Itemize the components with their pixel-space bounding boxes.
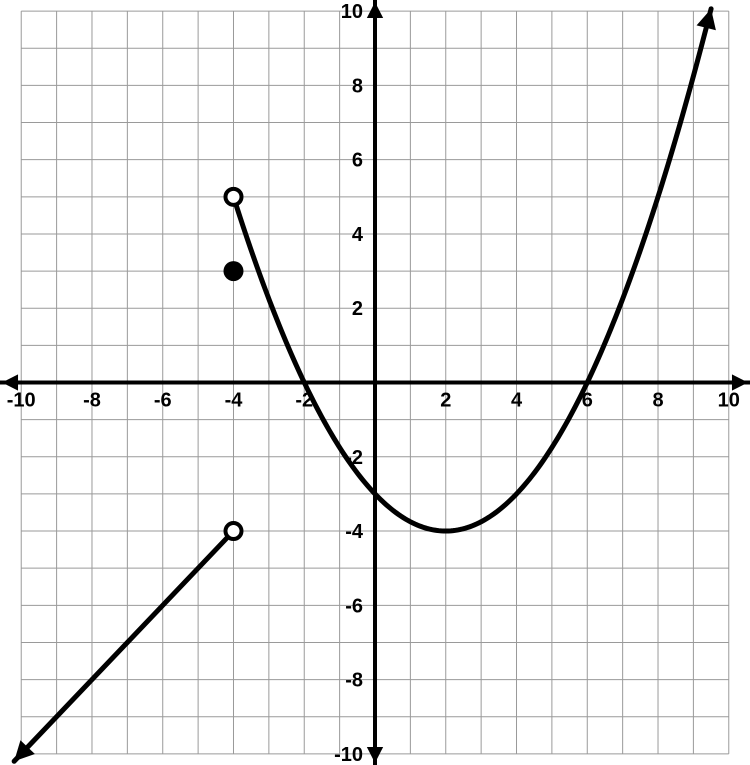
plot-svg: -10-8-6-4-2246810-10-8-6-4-2246810 (0, 0, 750, 765)
open-point-line (225, 523, 241, 539)
x-tick-label: 10 (718, 390, 740, 412)
x-tick-label: -8 (83, 390, 101, 412)
y-tick-label: 8 (352, 75, 363, 97)
y-tick-label: 6 (352, 150, 363, 172)
x-tick-label: 2 (440, 390, 451, 412)
y-tick-label: -6 (345, 595, 363, 617)
x-tick-label: -6 (154, 390, 172, 412)
x-tick-label: 8 (652, 390, 663, 412)
y-tick-label: 2 (352, 298, 363, 320)
x-tick-label: -4 (225, 390, 244, 412)
y-tick-label: -10 (334, 744, 363, 765)
x-tick-label: 4 (511, 390, 523, 412)
y-tick-label: -4 (345, 521, 364, 543)
y-tick-label: 10 (341, 1, 363, 23)
y-tick-label: -8 (345, 670, 363, 692)
open-point-parabola (225, 189, 241, 205)
piecewise-plot: -10-8-6-4-2246810-10-8-6-4-2246810 (0, 0, 750, 765)
y-tick-label: 4 (352, 224, 364, 246)
closed-point (223, 261, 243, 281)
x-tick-label: -10 (7, 390, 36, 412)
